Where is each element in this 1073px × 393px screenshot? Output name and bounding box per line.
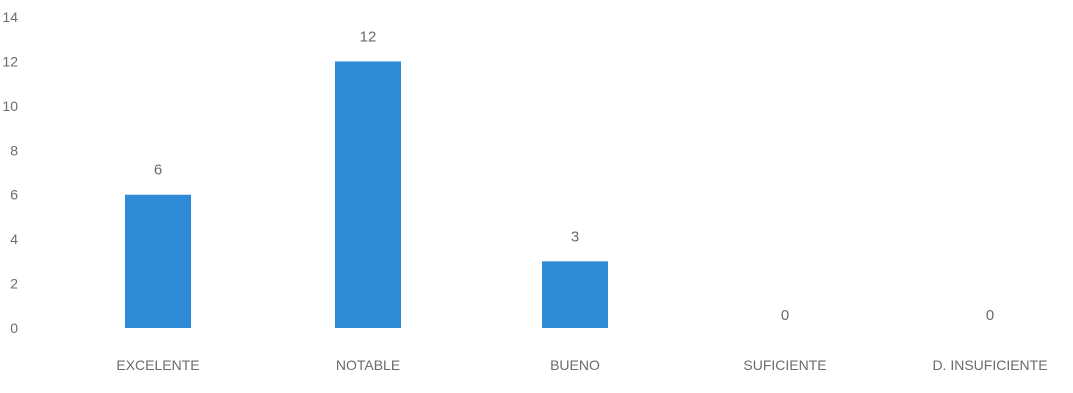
x-category-label: NOTABLE <box>336 357 400 373</box>
y-tick-label: 4 <box>10 231 18 247</box>
x-category-label: D. INSUFICIENTE <box>932 357 1047 373</box>
x-category-label: BUENO <box>550 357 600 373</box>
y-tick-label: 6 <box>10 187 18 203</box>
bar <box>335 61 401 329</box>
bar <box>542 261 608 328</box>
y-tick-label: 8 <box>10 142 18 158</box>
data-label: 0 <box>781 307 789 324</box>
y-tick-label: 2 <box>10 276 18 292</box>
y-tick-label: 0 <box>10 320 18 336</box>
bar <box>125 194 191 328</box>
y-axis-ticks: 0 2 4 6 8 10 12 14 <box>2 9 18 336</box>
y-tick-label: 10 <box>2 98 18 114</box>
data-label: 6 <box>154 162 162 179</box>
x-axis-labels: EXCELENTE NOTABLE BUENO SUFICIENTE D. INSUFI… <box>116 357 1047 373</box>
data-labels: 6 12 3 0 0 <box>154 28 994 324</box>
y-tick-label: 14 <box>2 9 18 25</box>
data-label: 12 <box>360 28 377 45</box>
x-category-label: EXCELENTE <box>116 357 199 373</box>
data-label: 3 <box>571 228 579 245</box>
y-tick-label: 12 <box>2 53 18 69</box>
bars <box>125 61 608 329</box>
x-category-label: SUFICIENTE <box>743 357 826 373</box>
data-label: 0 <box>986 307 994 324</box>
